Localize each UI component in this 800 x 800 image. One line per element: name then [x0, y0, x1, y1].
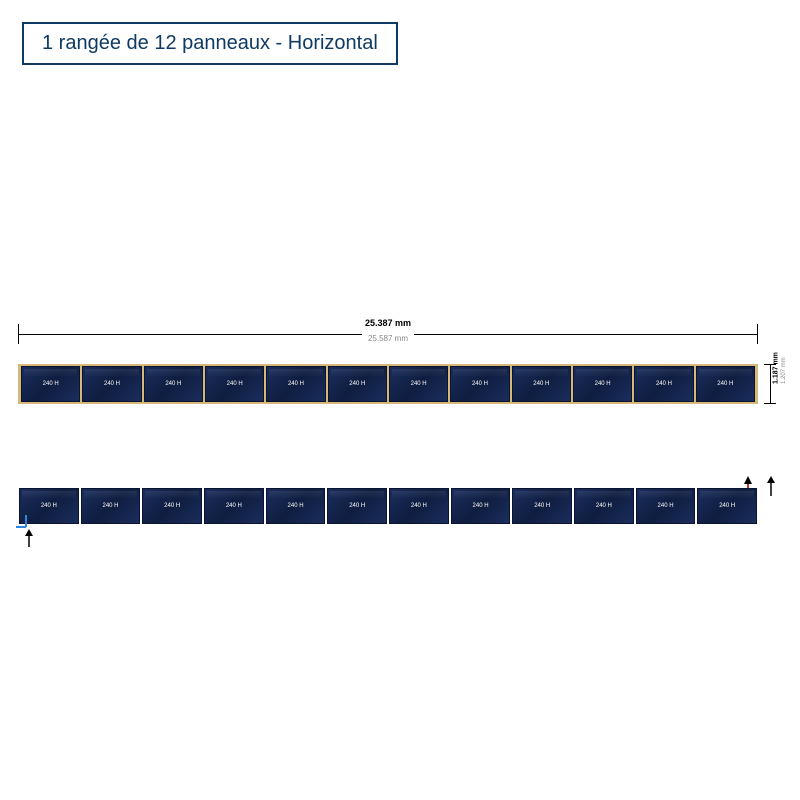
panel-row-connected: 240 H 240 H 240 H 240 H 240 H 240 H 240 H 240 H…: [18, 478, 778, 538]
dim-tick-right: [757, 324, 758, 344]
panel-label: 240 H: [349, 381, 365, 387]
solar-panel: 240 H: [573, 366, 632, 402]
width-dim-sub: 25.587 mm: [362, 334, 414, 343]
connector-in-black: [24, 529, 34, 552]
solar-panel: 240 H: [327, 488, 387, 524]
panel-label: 240 H: [411, 381, 427, 387]
panel-label: 240 H: [595, 381, 611, 387]
solar-panel: 240 H: [451, 488, 511, 524]
solar-panel: 240 H: [696, 366, 755, 402]
solar-panel: 240 H: [328, 366, 387, 402]
panel-label: 240 H: [596, 503, 612, 509]
solar-panel: 240 H: [266, 488, 326, 524]
solar-panel: 240 H: [266, 366, 325, 402]
panel-label: 240 H: [103, 503, 119, 509]
panel-row-framed: 240 H 240 H 240 H 240 H 240 H 240 H 240 H 240 H…: [18, 364, 778, 408]
panel-label: 240 H: [717, 381, 733, 387]
panel-label: 240 H: [472, 381, 488, 387]
solar-panel: 240 H: [82, 366, 141, 402]
panel-label: 240 H: [658, 503, 674, 509]
width-dim-main: 25.387 mm: [359, 318, 417, 328]
arrow-up-icon: [766, 476, 776, 496]
height-dim-sub: 1.207 mm: [781, 357, 787, 384]
solar-panel: 240 H: [205, 366, 264, 402]
panel-label: 240 H: [349, 503, 365, 509]
solar-panel: 240 H: [636, 488, 696, 524]
solar-panel: 240 H: [144, 366, 203, 402]
panel-label: 240 H: [164, 503, 180, 509]
panel-label: 240 H: [165, 381, 181, 387]
panel-label: 240 H: [227, 381, 243, 387]
panel-label: 240 H: [226, 503, 242, 509]
height-dim-main: 1.187 mm: [773, 352, 780, 384]
solar-panel: 240 H: [450, 366, 509, 402]
arrow-up-icon: [24, 529, 34, 547]
panel-label: 240 H: [288, 381, 304, 387]
panel-label: 240 H: [104, 381, 120, 387]
title-box: 1 rangée de 12 panneaux - Horizontal: [22, 22, 398, 65]
solar-panel: 240 H: [697, 488, 757, 524]
panel-frame: 240 H 240 H 240 H 240 H 240 H 240 H 240 H 240 H…: [18, 364, 758, 404]
width-dimension: 25.387 mm 25.587 mm: [18, 320, 758, 348]
solar-panel: 240 H: [512, 366, 571, 402]
panel-label: 240 H: [43, 381, 59, 387]
panel-label: 240 H: [534, 503, 550, 509]
solar-panel: 240 H: [81, 488, 141, 524]
solar-panel: 240 H: [389, 488, 449, 524]
solar-panel: 240 H: [512, 488, 572, 524]
panel-label: 240 H: [473, 503, 489, 509]
panel-label: 240 H: [288, 503, 304, 509]
diagram-area: 25.387 mm 25.587 mm 240 H240 H240 H240 H…: [18, 320, 782, 538]
panel-row: 240 H 240 H 240 H 240 H 240 H 240 H 240 H 240 H…: [20, 366, 756, 402]
connector-out-black: [766, 476, 776, 496]
panel-label: 240 H: [41, 503, 57, 509]
panel-label: 240 H: [719, 503, 735, 509]
dim-v-line: [770, 364, 771, 404]
height-dimension: 1.187 mm 1.207 mm: [762, 364, 792, 404]
panel-label: 240 H: [656, 381, 672, 387]
panel-label: 240 H: [411, 503, 427, 509]
panel-label: 240 H: [533, 381, 549, 387]
solar-panel: 240 H: [389, 366, 448, 402]
solar-panel: 240 H: [634, 366, 693, 402]
solar-panel: 240 H: [574, 488, 634, 524]
dim-v-tick-bot: [764, 403, 776, 404]
solar-panel: 240 H: [21, 366, 80, 402]
solar-panel: 240 H: [204, 488, 264, 524]
solar-panel: 240 H: [142, 488, 202, 524]
panel-row: 240 H 240 H 240 H 240 H 240 H 240 H 240 H 240 H…: [18, 488, 758, 524]
